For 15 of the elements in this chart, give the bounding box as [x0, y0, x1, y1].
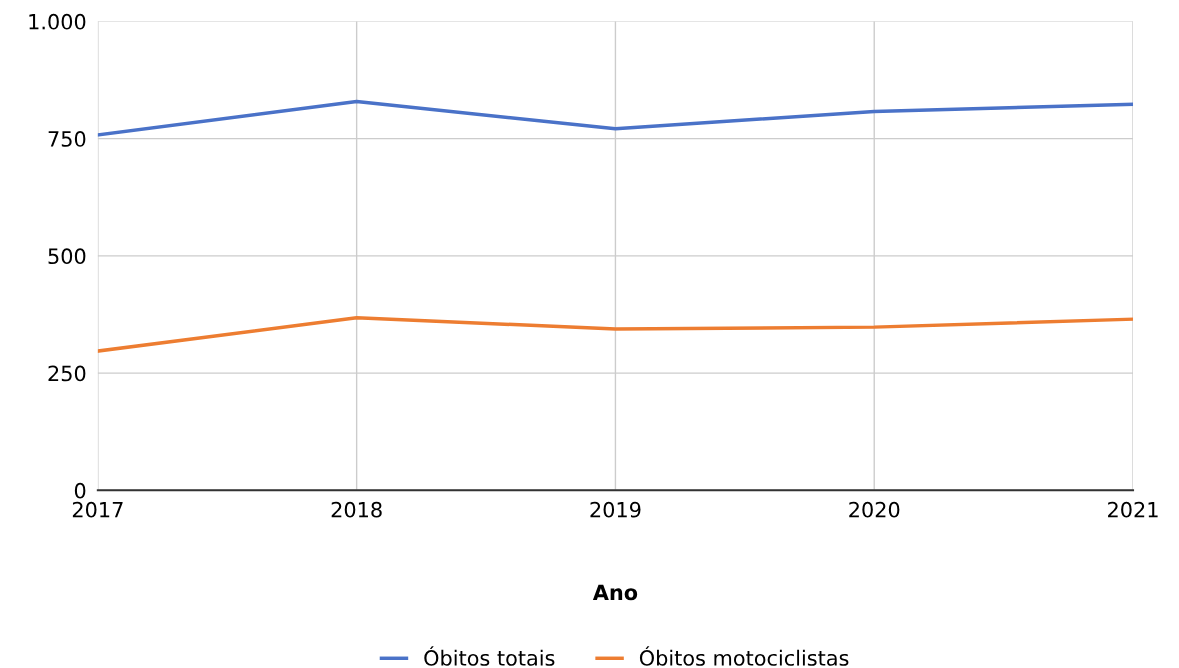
legend-label: Óbitos motociclistas: [639, 646, 849, 666]
y-tick-label: 0: [74, 482, 86, 499]
x-axis-title: Ano: [592, 584, 638, 601]
x-tick-label: 2018: [331, 501, 382, 518]
line-series: [97, 316, 1134, 353]
line-series: [97, 99, 1134, 137]
x-tick-label: 2020: [849, 501, 900, 518]
y-tick-label: 250: [48, 365, 86, 382]
y-tick-label: 750: [48, 131, 86, 147]
y-tick-label: 1.000: [29, 13, 86, 30]
legend-label: Óbitos totais: [424, 646, 555, 666]
x-tick-label: 2019: [590, 501, 641, 518]
x-tick-label: 2021: [1108, 501, 1158, 518]
x-tick-label: 2017: [72, 501, 123, 518]
y-tick-label: 500: [48, 248, 86, 265]
